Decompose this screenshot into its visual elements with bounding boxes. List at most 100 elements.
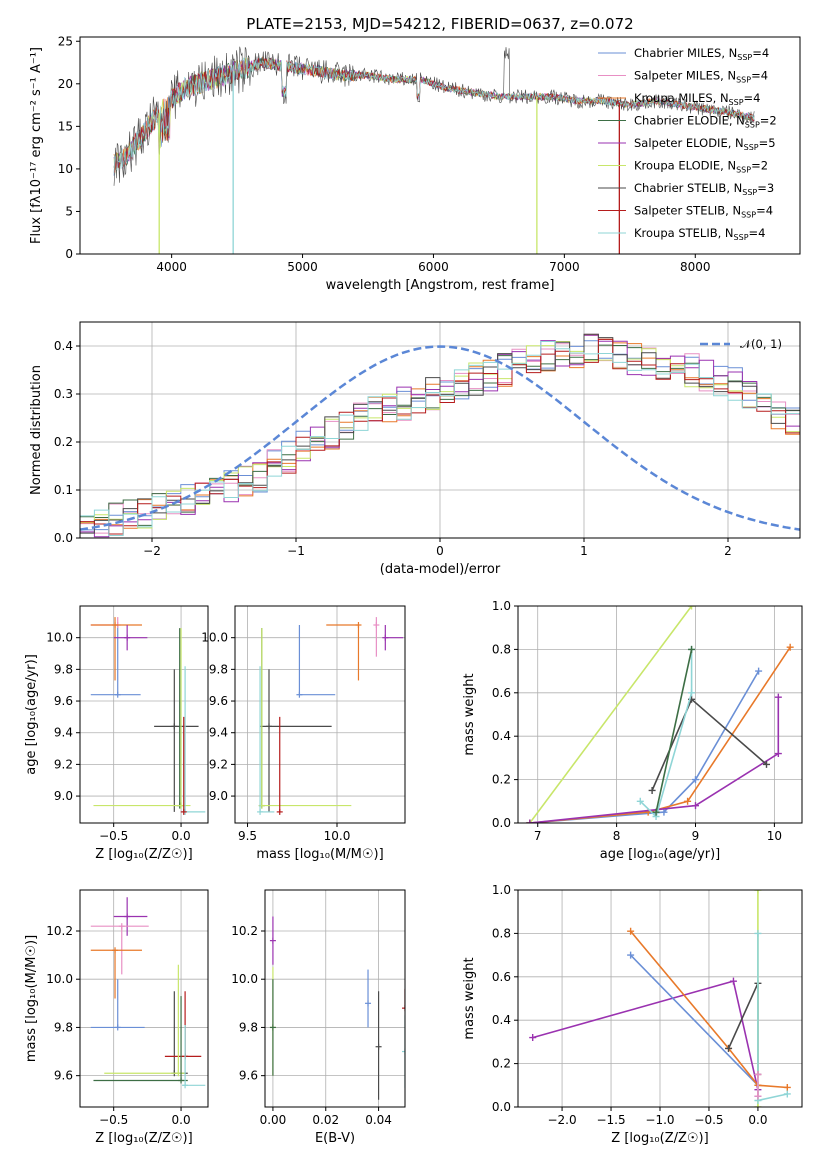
weight-point bbox=[652, 808, 660, 816]
x-tick-label: 2 bbox=[724, 544, 732, 558]
y-tick-label: 0.1 bbox=[54, 483, 73, 497]
weight-point bbox=[526, 819, 534, 823]
x-tick-label: 10 bbox=[767, 829, 782, 843]
histogram-kroupa-stelib bbox=[80, 341, 800, 536]
weight-point bbox=[754, 929, 762, 937]
y-tick-label: 9.6 bbox=[209, 694, 228, 708]
y-tick-label: 10 bbox=[58, 162, 73, 176]
x-tick-label: −2 bbox=[143, 544, 161, 558]
x-tick-label: 0.04 bbox=[365, 1113, 392, 1127]
errorbar-chabrier-elodie bbox=[269, 979, 276, 1076]
weight-point bbox=[627, 951, 635, 959]
errorbar-kroupa-elodie bbox=[104, 964, 186, 1077]
chart-title: PLATE=2153, MJD=54212, FIBERID=0637, z=0… bbox=[246, 15, 633, 33]
weight-point bbox=[754, 890, 762, 894]
errorbar-salpeter-stelib bbox=[180, 716, 187, 815]
weight-line-kroupa-elodie bbox=[529, 606, 693, 823]
errorbar-chabrier-miles bbox=[90, 625, 141, 698]
histogram-salpeter-elodie bbox=[80, 334, 800, 538]
axes-spectrum: 4000 5000 6000 7000 8000 0 5 10 15 20 25 wavelength… bbox=[29, 15, 801, 293]
errorbar-chabrier-miles bbox=[296, 625, 336, 698]
spectrum-line-salpeter-stelib bbox=[113, 58, 755, 173]
plot-area bbox=[257, 617, 404, 815]
weight-point bbox=[648, 786, 656, 794]
weight-point bbox=[636, 797, 644, 805]
x-tick-label: 0.0 bbox=[172, 1113, 191, 1127]
errorbar-salpeter-stelib bbox=[164, 991, 202, 1060]
x-tick-label: 5000 bbox=[287, 260, 318, 274]
grid-lines bbox=[80, 322, 800, 539]
y-tick-label: 0.4 bbox=[492, 729, 511, 743]
errorbar-chabrier-miles bbox=[365, 969, 372, 1028]
axes-frame bbox=[79, 36, 801, 255]
weight-line-kroupa-miles bbox=[629, 930, 788, 1089]
errorbar-kroupa-miles bbox=[326, 622, 362, 681]
weight-line-chabrier-elodie bbox=[655, 649, 693, 813]
x-axis-label: Z [log₁₀(Z/Z☉)] bbox=[95, 1131, 192, 1146]
y-tick-label: 10.0 bbox=[201, 631, 228, 645]
histogram-kroupa-elodie bbox=[80, 341, 800, 529]
x-axis-label: mass [log₁₀(M/M☉)] bbox=[256, 847, 383, 862]
y-tick-label: 9.0 bbox=[209, 789, 228, 803]
x-tick-label: 0.00 bbox=[260, 1113, 287, 1127]
y-axis-label: mass weight bbox=[462, 673, 477, 755]
legend-label: Kroupa ELODIE, NSSP=2 bbox=[634, 159, 768, 175]
y-axis-label: mass [log₁₀(M/M☉)] bbox=[24, 935, 39, 1062]
weight-line-salpeter-elodie bbox=[532, 980, 759, 1090]
grid-lines bbox=[235, 606, 405, 823]
legend-label: Salpeter STELIB, NSSP=4 bbox=[634, 204, 773, 220]
x-axis-label: (data-model)/error bbox=[380, 562, 501, 577]
histogram-kroupa-miles bbox=[80, 334, 800, 529]
weight-point bbox=[786, 643, 794, 651]
plot-area bbox=[113, 46, 755, 254]
y-tick-label: 0.8 bbox=[492, 926, 511, 940]
x-tick-label: 8 bbox=[613, 829, 621, 843]
y-tick-label: 9.8 bbox=[54, 662, 73, 676]
axes-frame bbox=[79, 605, 209, 824]
axes-massweight-vs-Z: −2.0 −1.5 −1.0 −0.5 0.0 0.0 0.2 0.4 0.6 0.8 1.0 Z [… bbox=[462, 883, 803, 1146]
errorbar-chabrier-stelib bbox=[154, 669, 199, 812]
weight-line-chabrier-stelib bbox=[651, 697, 768, 791]
axes-residuals: −2 −1 0 1 2 0.0 0.1 0.2 0.3 0.4 (data-model)/error… bbox=[29, 321, 801, 577]
x-tick-label: 1 bbox=[580, 544, 588, 558]
x-tick-label: 9.5 bbox=[238, 829, 257, 843]
y-tick-label: 25 bbox=[58, 34, 73, 48]
y-tick-label: 0.6 bbox=[492, 970, 511, 984]
y-tick-label: 9.6 bbox=[239, 1069, 258, 1083]
axes-mass-vs-Z: −0.5 0.0 9.6 9.8 10.0 10.2 Z [log₁₀(Z/Z☉)] mass… bbox=[24, 889, 209, 1146]
errorbar-kroupa-miles bbox=[90, 947, 142, 999]
x-tick-label: 7 bbox=[534, 829, 542, 843]
y-axis-label: Flux [fλ10⁻¹⁷ erg cm⁻² s⁻¹ A⁻¹] bbox=[29, 47, 44, 244]
weight-point bbox=[763, 760, 770, 768]
weight-line-salpeter-elodie bbox=[529, 697, 780, 823]
weight-point bbox=[725, 1044, 733, 1052]
x-tick-label: 0.02 bbox=[312, 1113, 339, 1127]
plot-area bbox=[80, 333, 800, 538]
axes-age-vs-mass: 9.5 10.0 9.0 9.2 9.4 9.6 9.8 10.0 mass [log₁₀(M/… bbox=[201, 605, 406, 862]
legend-label: Kroupa MILES, NSSP=4 bbox=[634, 91, 760, 107]
y-tick-label: 1.0 bbox=[492, 599, 511, 613]
weight-point bbox=[688, 606, 696, 610]
x-tick-label: 7000 bbox=[549, 260, 580, 274]
normal-curve bbox=[80, 345, 800, 531]
x-tick-label: 8000 bbox=[680, 260, 711, 274]
y-tick-label: 0.8 bbox=[492, 642, 511, 656]
y-tick-label: 0.0 bbox=[492, 1100, 511, 1114]
y-tick-label: 1.0 bbox=[492, 883, 511, 897]
y-tick-label: 15 bbox=[58, 119, 73, 133]
errorbar-chabrier-stelib bbox=[260, 669, 332, 812]
y-axis-label: mass weight bbox=[462, 957, 477, 1039]
plot-area bbox=[90, 897, 206, 1089]
errorbar-chabrier-elodie bbox=[176, 628, 183, 809]
y-tick-label: 9.2 bbox=[209, 757, 228, 771]
errorbar-chabrier-stelib bbox=[375, 991, 382, 1100]
y-tick-label: 10.0 bbox=[46, 972, 73, 986]
plot-area bbox=[529, 890, 791, 1107]
legend: Chabrier MILES, NSSP=4 Salpeter MILES, NS… bbox=[598, 46, 777, 242]
errorbar-salpeter-elodie bbox=[382, 625, 404, 651]
legend-label: Salpeter ELODIE, NSSP=5 bbox=[634, 136, 776, 152]
weight-point bbox=[755, 667, 763, 675]
errorbar-chabrier-elodie bbox=[93, 996, 188, 1084]
